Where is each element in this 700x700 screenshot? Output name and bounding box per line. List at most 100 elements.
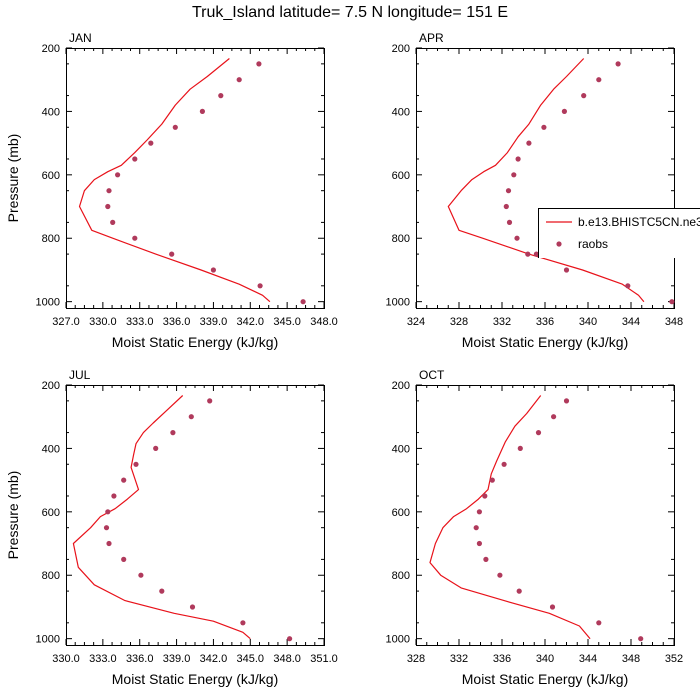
panel-label-apr: APR <box>419 31 444 45</box>
y-tick-label-oct: 200 <box>392 380 410 392</box>
panel-jan: 327.0 330.0 333.0 336.0 339.0 342.0 345.0 348.0… <box>5 31 338 350</box>
raobs-point-apr <box>526 140 532 146</box>
x-tick-label-jan: 336.0 <box>163 316 191 328</box>
raobs-point-jul <box>240 620 246 626</box>
model-line-jul <box>72 395 251 640</box>
x-tick-label-jan: 339.0 <box>200 316 228 328</box>
panel-label-jul: JUL <box>69 368 91 382</box>
x-tick-label-oct: 344 <box>579 653 597 665</box>
y-tick-label-apr: 200 <box>392 43 410 55</box>
raobs-point-jan <box>110 219 116 225</box>
x-tick-label-jan: 348.0 <box>310 316 338 328</box>
x-axis-label-jul: Moist Static Energy (kJ/kg) <box>112 671 279 687</box>
x-tick-label-jul: 330.0 <box>52 653 80 665</box>
raobs-point-jul <box>121 477 127 483</box>
raobs-point-jan <box>210 267 216 273</box>
raobs-point-jul <box>170 430 176 436</box>
x-tick-label-apr: 328 <box>450 316 468 328</box>
raobs-point-jan <box>106 188 112 194</box>
raobs-point-apr <box>541 124 547 130</box>
y-tick-label-apr: 800 <box>392 233 410 245</box>
y-tick-label-jul: 800 <box>42 570 60 582</box>
raobs-point-jul <box>189 604 196 610</box>
x-tick-label-jul: 351.0 <box>310 653 338 665</box>
raobs-point-jul <box>111 493 117 499</box>
raobs-point-jan <box>199 108 205 114</box>
raobs-point-jan <box>256 61 262 67</box>
y-tick-label-jul: 1000 <box>36 634 60 646</box>
y-tick-label-jan: 600 <box>42 170 60 182</box>
raobs-point-oct <box>473 525 479 531</box>
y-tick-label-oct: 1000 <box>386 634 410 646</box>
raobs-point-oct <box>563 398 570 404</box>
y-axis-label-jan: Pressure (mb) <box>5 134 21 223</box>
x-tick-label-apr: 348 <box>665 316 683 328</box>
raobs-point-oct <box>476 509 482 515</box>
y-tick-label-jul: 200 <box>42 380 60 392</box>
x-tick-label-apr: 332 <box>493 316 511 328</box>
raobs-point-jul <box>103 525 110 531</box>
raobs-point-jul <box>287 636 293 642</box>
model-line-apr <box>447 58 645 303</box>
raobs-point-apr <box>533 251 540 257</box>
panel-label-jan: JAN <box>69 31 92 45</box>
raobs-point-jan <box>300 299 306 305</box>
raobs-point-jan <box>148 140 154 146</box>
raobs-point-apr <box>514 235 520 241</box>
panel-oct: 328 332 336 340 344 348 352 200 400 600 800 1000 OCT… <box>386 368 684 687</box>
raobs-point-apr <box>561 108 568 114</box>
x-tick-label-jul: 342.0 <box>200 653 228 665</box>
x-axis-label-jan: Moist Static Energy (kJ/kg) <box>112 334 279 350</box>
x-tick-label-jan: 327.0 <box>52 316 80 328</box>
y-tick-label-jul: 600 <box>42 507 60 519</box>
raobs-point-jul <box>133 461 139 467</box>
x-tick-label-jan: 345.0 <box>273 316 301 328</box>
raobs-point-apr <box>563 267 570 273</box>
raobs-point-apr <box>503 203 509 210</box>
raobs-point-oct <box>516 588 522 594</box>
x-tick-label-oct: 340 <box>536 653 554 665</box>
raobs-point-oct <box>476 540 482 547</box>
raobs-point-jan <box>257 283 263 289</box>
raobs-point-jan <box>105 203 111 210</box>
raobs-point-oct <box>551 414 557 420</box>
x-tick-label-oct: 348 <box>622 653 640 665</box>
model-line-oct <box>429 395 591 640</box>
raobs-point-jan <box>132 235 138 241</box>
raobs-point-jul <box>153 445 159 451</box>
raobs-point-apr <box>506 219 513 225</box>
x-tick-label-jul: 333.0 <box>89 653 117 665</box>
raobs-point-apr <box>615 61 621 67</box>
x-tick-label-oct: 332 <box>450 653 468 665</box>
y-tick-label-jan: 800 <box>42 233 60 245</box>
raobs-point-jul <box>105 509 111 515</box>
x-tick-label-jul: 348.0 <box>273 653 301 665</box>
y-tick-label-jan: 200 <box>42 43 60 55</box>
raobs-point-jul <box>106 540 112 547</box>
x-tick-label-jan: 333.0 <box>126 316 154 328</box>
x-tick-label-apr: 336 <box>536 316 554 328</box>
raobs-point-jan <box>218 93 224 99</box>
x-axis-label-oct: Moist Static Energy (kJ/kg) <box>462 671 629 687</box>
raobs-point-oct <box>482 493 488 499</box>
x-tick-label-apr: 344 <box>622 316 640 328</box>
raobs-point-oct <box>638 636 644 642</box>
raobs-point-jul <box>159 588 165 594</box>
x-tick-label-jan: 342.0 <box>237 316 265 328</box>
raobs-point-apr <box>511 172 517 178</box>
x-tick-label-apr: 324 <box>407 316 425 328</box>
raobs-point-oct <box>596 620 602 626</box>
x-tick-label-oct: 328 <box>407 653 425 665</box>
raobs-point-oct <box>497 572 503 578</box>
x-tick-label-jul: 345.0 <box>237 653 265 665</box>
plot-frame-jan <box>66 48 325 309</box>
raobs-point-jul <box>207 398 213 404</box>
raobs-point-jan <box>172 124 178 130</box>
legend-label-model: b.e13.BHISTC5CN.ne30_g16.001 <box>578 215 700 229</box>
panel-apr: 324 328 332 336 340 344 348 200 400 600 800 1000 APR… <box>386 31 684 350</box>
page-title: Truk_Island latitude= 7.5 N longitude= 1… <box>191 4 509 21</box>
raobs-point-jul <box>121 556 127 563</box>
panel-label-oct: OCT <box>419 368 445 382</box>
y-tick-label-jan: 1000 <box>36 297 60 309</box>
plot-frame-jul <box>66 385 325 646</box>
